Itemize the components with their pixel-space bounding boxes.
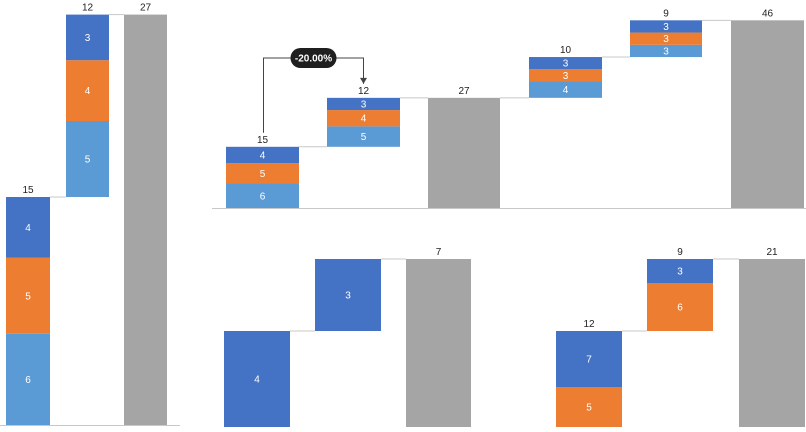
chart1-col3-total-label: 10 [560, 45, 572, 56]
chart3-total-bar [739, 259, 805, 427]
chart1-annotation-arrowhead [360, 77, 367, 84]
chart1-annotation-label: -20.00% [295, 54, 332, 65]
chart1-col3-segment-2 [529, 57, 602, 70]
chart1-col4-segment-0 [630, 44, 702, 58]
chart1-col1-segment-2-label: 3 [361, 99, 367, 110]
chart1-col4-segment-0-label: 3 [663, 46, 669, 57]
chart1-col0-segment-0-label: 6 [260, 191, 266, 202]
chart3-col1-segment-0 [647, 283, 713, 331]
chart0-col1-segment-2-label: 3 [85, 33, 91, 44]
chart3-col0-segment-1 [556, 331, 622, 387]
chart0-col1-segment-0-label: 5 [85, 155, 91, 166]
chart1-col3-segment-0 [529, 81, 602, 98]
chart3-col1-total-label: 9 [677, 247, 683, 258]
chart1-col0-segment-1-label: 5 [260, 169, 266, 180]
chart1-col1-segment-0-label: 5 [361, 132, 367, 143]
chart1-col3-segment-0-label: 4 [563, 85, 569, 96]
chart1-col4-segment-1 [630, 32, 702, 45]
chart0-col0-segment-0 [6, 333, 50, 425]
chart0-col1-segment-2 [66, 14, 109, 61]
chart2-total-bar [406, 259, 471, 427]
chart3-col1-segment-0-label: 6 [677, 303, 683, 314]
chart1-col3-segment-2-label: 3 [563, 59, 569, 70]
chart1-col0-segment-2-label: 4 [260, 150, 266, 161]
chart0-col1-segment-0 [66, 121, 109, 197]
chart1-col0-segment-1 [226, 163, 299, 184]
chart1-total-bar [731, 20, 804, 208]
chart1-col4-segment-2 [630, 20, 702, 33]
chart1-annotation-badge [290, 48, 337, 68]
chart1-col4-segment-2-label: 3 [663, 22, 669, 33]
chart2-col1-segment-0-label: 3 [345, 291, 351, 302]
chart0-col0-segment-2-label: 4 [25, 223, 31, 234]
chart1-col5-total-label: 46 [762, 8, 774, 19]
chart3-col2-total-label: 21 [766, 247, 778, 258]
chart3-col0-total-label: 12 [583, 319, 595, 330]
chart0-col0-total-label: 15 [22, 185, 34, 196]
chart0-col0-segment-1 [6, 257, 50, 334]
chart1-col3-segment-1-label: 3 [563, 71, 569, 82]
chart3-col0-segment-0 [556, 387, 622, 427]
chart3-col0-segment-1-label: 7 [586, 355, 592, 366]
chart0-col0-segment-1-label: 5 [25, 291, 31, 302]
chart1-col2-total-label: 27 [458, 86, 470, 97]
chart0-col1-segment-1 [66, 60, 109, 121]
chart1-col4-total-label: 9 [663, 8, 669, 19]
chart2-col2-total-label: 7 [436, 247, 442, 258]
chart1-col0-segment-0 [226, 183, 299, 208]
chart1-col1-segment-0 [327, 126, 400, 147]
chart1-total-bar [428, 97, 500, 208]
chart1-col1-total-label: 12 [358, 86, 370, 97]
chart1-col0-segment-2 [226, 146, 299, 164]
chart1-col1-segment-1-label: 4 [361, 114, 367, 125]
chart3-col1-segment-1-label: 3 [677, 267, 683, 278]
chart0-col1-segment-1-label: 4 [85, 86, 91, 97]
chart0-col0-segment-2 [6, 197, 50, 258]
chart1-col1-segment-2 [327, 97, 400, 111]
chart0-col0-segment-0-label: 6 [25, 375, 31, 386]
chart0-col1-total-label: 12 [82, 3, 94, 14]
chart3-col1-segment-1 [647, 259, 713, 283]
chart1-col1-segment-1 [327, 110, 400, 127]
chart1-col4-segment-1-label: 3 [663, 34, 669, 45]
chart2-col0-segment-0-label: 4 [254, 375, 260, 386]
chart0-col2-total-label: 27 [140, 3, 152, 14]
chart1-col0-total-label: 15 [257, 135, 269, 146]
chart2-col1-segment-0 [315, 259, 381, 331]
chart2-col0-segment-0 [224, 331, 290, 427]
chart0-total-bar [124, 14, 167, 425]
chart1-col3-segment-1 [529, 69, 602, 82]
chart3-col0-segment-0-label: 5 [586, 403, 592, 414]
